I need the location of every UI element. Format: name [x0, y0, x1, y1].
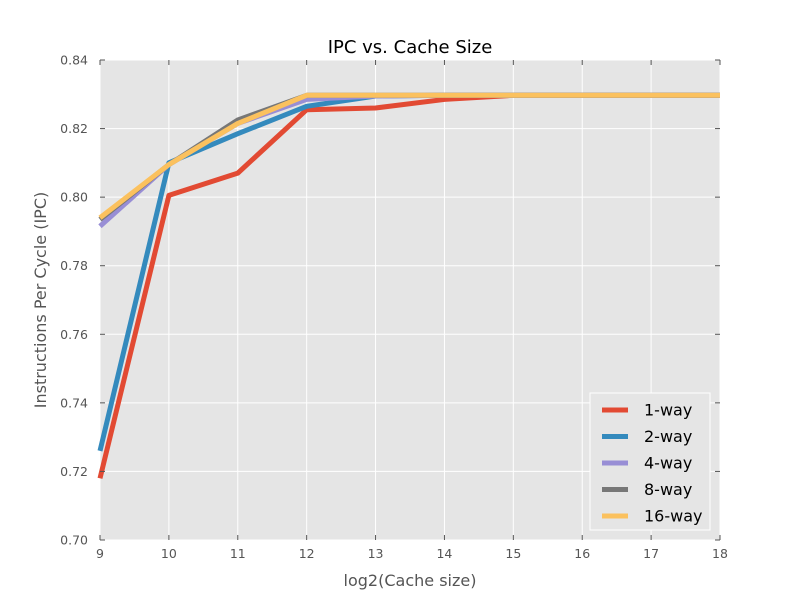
tick-labels: 9 10 11 12 13 14 15 16 17 18 0.70 0.72 0.74 0.76 0.78 0… [60, 53, 728, 562]
legend-label-4-way: 4-way [644, 454, 692, 473]
x-tick-label: 11 [230, 546, 246, 561]
legend-label-16-way: 16-way [644, 507, 703, 526]
y-tick-label: 0.76 [60, 327, 88, 342]
x-tick-label: 13 [368, 546, 384, 561]
y-tick-label: 0.78 [60, 258, 88, 273]
series-line-16-way [98, 92, 720, 220]
series-lines [97, 92, 720, 479]
x-tick-label: 9 [96, 546, 104, 561]
chart-title: IPC vs. Cache Size [328, 37, 493, 58]
x-tick-label: 14 [436, 546, 452, 561]
y-tick-label: 0.70 [60, 533, 88, 548]
x-tick-label: 12 [299, 546, 315, 561]
x-tick-label: 18 [712, 546, 728, 561]
y-tick-label: 0.74 [60, 395, 88, 410]
y-tick-label: 0.84 [60, 53, 88, 68]
x-tick-label: 10 [161, 546, 177, 561]
x-tick-label: 17 [643, 546, 659, 561]
y-tick-label: 0.82 [60, 121, 88, 136]
x-tick-label: 16 [574, 546, 590, 561]
legend-label-1-way: 1-way [644, 401, 692, 420]
legend-label-2-way: 2-way [644, 427, 692, 446]
legend-label-8-way: 8-way [644, 480, 692, 499]
y-tick-label: 0.72 [60, 464, 88, 479]
legend: 1-way 2-way 4-way 8-way 16-way [589, 392, 711, 531]
grid-lines [99, 59, 721, 541]
axis-ticks [99, 59, 721, 541]
y-tick-label: 0.80 [60, 190, 88, 205]
y-axis-label: Instructions Per Cycle (IPC) [31, 192, 50, 408]
x-axis-label: log2(Cache size) [344, 571, 477, 590]
x-tick-label: 15 [505, 546, 521, 561]
